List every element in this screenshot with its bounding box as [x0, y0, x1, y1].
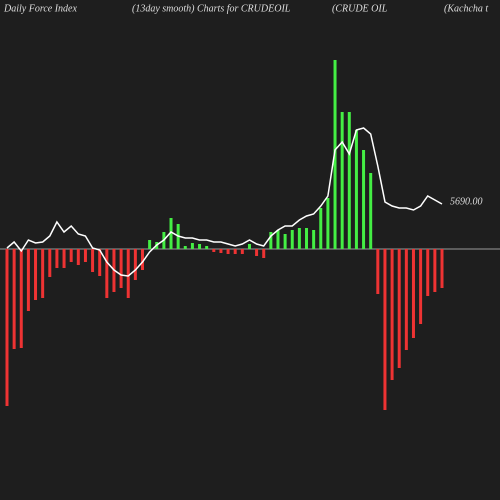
bar: [183, 246, 187, 249]
bar: [404, 249, 408, 350]
bar: [126, 249, 130, 298]
bar: [383, 249, 387, 410]
bar: [390, 249, 394, 380]
bar: [262, 249, 266, 258]
bar: [55, 249, 59, 268]
instrument-name: (CRUDE OIL: [332, 3, 388, 14]
bar: [91, 249, 95, 272]
bar: [369, 173, 373, 249]
bar: [205, 246, 209, 249]
bar: [290, 230, 294, 249]
bar: [34, 249, 38, 300]
bar: [283, 234, 287, 249]
bar: [255, 249, 259, 256]
bar: [62, 249, 66, 268]
chart-title: Daily Force Index: [3, 3, 77, 14]
bar: [48, 249, 52, 277]
chart-subtitle: (13day smooth) Charts for CRUDEOIL: [132, 3, 291, 14]
bar: [198, 244, 202, 249]
bar: [411, 249, 415, 338]
bar: [26, 249, 30, 311]
bar: [419, 249, 423, 324]
bar: [354, 130, 358, 249]
bar: [426, 249, 430, 296]
instrument-extra: (Kachcha t: [444, 3, 488, 14]
bar: [133, 249, 137, 280]
bar: [140, 249, 144, 270]
bar: [190, 243, 194, 249]
bar: [5, 249, 9, 406]
bar: [347, 112, 351, 249]
bar: [69, 249, 73, 262]
bar: [397, 249, 401, 368]
bar: [247, 244, 251, 249]
bar: [212, 249, 216, 252]
bar: [276, 230, 280, 249]
bar: [269, 232, 273, 249]
smooth-line: [6, 127, 443, 277]
bar: [41, 249, 45, 298]
bar: [76, 249, 80, 265]
bar: [326, 198, 330, 249]
bar: [305, 228, 309, 249]
bar: [83, 249, 87, 262]
bar: [119, 249, 123, 288]
bar: [340, 112, 344, 249]
bar: [440, 249, 444, 288]
bar: [362, 150, 366, 249]
bar: [148, 240, 152, 249]
last-value-label: 5690.00: [450, 196, 483, 207]
bar: [226, 249, 230, 254]
bar: [312, 230, 316, 249]
bar: [169, 218, 173, 249]
bar: [240, 249, 244, 254]
bar: [12, 249, 16, 349]
bar: [19, 249, 23, 348]
bar: [233, 249, 237, 254]
bar: [98, 249, 102, 276]
bar: [433, 249, 437, 292]
bar: [319, 208, 323, 249]
bar: [376, 249, 380, 294]
bar: [219, 249, 223, 253]
bar: [297, 228, 301, 249]
bar: [105, 249, 109, 298]
